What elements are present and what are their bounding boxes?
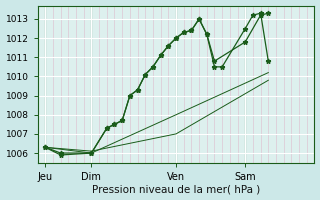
- X-axis label: Pression niveau de la mer( hPa ): Pression niveau de la mer( hPa ): [92, 184, 260, 194]
